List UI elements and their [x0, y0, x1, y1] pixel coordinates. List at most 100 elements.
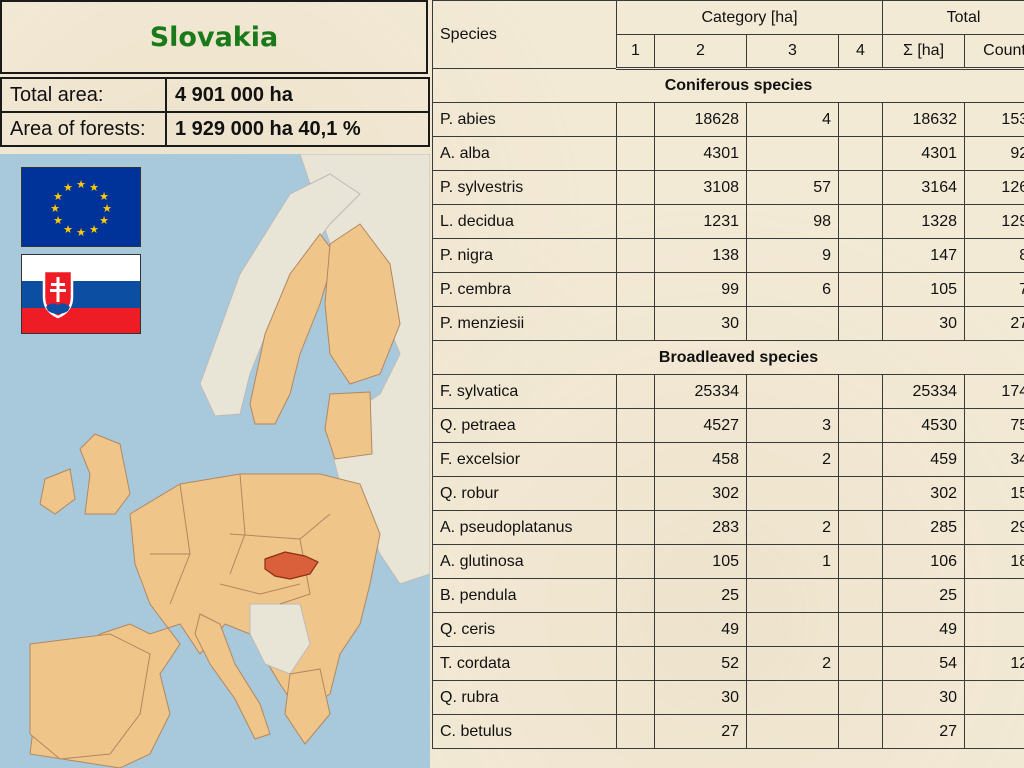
svg-text:★: ★: [53, 214, 63, 227]
value-cell-c4: [838, 102, 883, 137]
svg-text:★: ★: [76, 178, 86, 191]
value-cell-c3: 6: [746, 272, 839, 307]
value-cell-count: 128: [963, 646, 1024, 681]
sweden: [249, 233, 336, 425]
species-header: Species: [432, 0, 617, 69]
baltics: [324, 391, 373, 460]
value-cell-c4: [838, 714, 883, 749]
species-name-cell: P. abies: [432, 102, 617, 137]
value-cell-sum: 54: [882, 646, 965, 681]
value-cell-c1: [616, 578, 655, 613]
value-cell-sum: 49: [882, 612, 965, 647]
border-lines: [150, 473, 331, 605]
table-row: A. alba43014301921: [432, 136, 1024, 171]
value-cell-c1: [616, 374, 655, 409]
value-cell-c2: 138: [654, 238, 747, 273]
value-cell-c1: [616, 612, 655, 647]
slovakia-flag: [21, 254, 141, 334]
forest-area-value: 1 929 000 ha 40,1 %: [165, 111, 430, 147]
value-cell-c1: [616, 136, 655, 171]
svg-text:★: ★: [63, 181, 73, 194]
table-row: Q. rubra30305: [432, 680, 1024, 715]
value-cell-c2: 25: [654, 578, 747, 613]
species-name-cell: Q. robur: [432, 476, 617, 511]
value-cell-c4: [838, 442, 883, 477]
species-name-cell: C. betulus: [432, 714, 617, 749]
value-cell-sum: 105: [882, 272, 965, 307]
value-cell-c4: [838, 680, 883, 715]
count-col-header: Count: [963, 34, 1024, 70]
coat-of-arms-icon: [42, 269, 74, 319]
value-cell-c2: 105: [654, 544, 747, 579]
value-cell-c2: 30: [654, 306, 747, 341]
value-cell-count: 4: [963, 714, 1024, 749]
value-cell-sum: 3164: [882, 170, 965, 205]
species-name-cell: Q. rubra: [432, 680, 617, 715]
value-cell-sum: 30: [882, 680, 965, 715]
value-cell-c3: [746, 680, 839, 715]
species-name-cell: Q. ceris: [432, 612, 617, 647]
value-cell-c3: 4: [746, 102, 839, 137]
value-cell-c1: [616, 544, 655, 579]
species-name-cell: P. cembra: [432, 272, 617, 307]
species-name-cell: F. sylvatica: [432, 374, 617, 409]
value-cell-sum: 147: [882, 238, 965, 273]
value-cell-sum: 302: [882, 476, 965, 511]
value-cell-c2: 99: [654, 272, 747, 307]
species-name-cell: A. alba: [432, 136, 617, 171]
value-cell-c4: [838, 238, 883, 273]
slovakia-highlight: [264, 551, 319, 580]
total-area-label: Total area:: [0, 77, 167, 113]
species-name-cell: L. decidua: [432, 204, 617, 239]
value-cell-c3: [746, 306, 839, 341]
value-cell-c1: [616, 714, 655, 749]
value-cell-count: 753: [963, 408, 1024, 443]
value-cell-sum: 25334: [882, 374, 965, 409]
value-cell-sum: 459: [882, 442, 965, 477]
value-cell-c4: [838, 170, 883, 205]
value-cell-sum: 285: [882, 510, 965, 545]
value-cell-c3: 2: [746, 442, 839, 477]
value-cell-c3: [746, 136, 839, 171]
total-header: Total: [881, 0, 1024, 35]
species-name-cell: P. menziesii: [432, 306, 617, 341]
value-cell-c3: 2: [746, 646, 839, 681]
section-title: Coniferous species: [431, 68, 1024, 103]
value-cell-c2: 1231: [654, 204, 747, 239]
finland: [324, 223, 401, 385]
title-box: Slovakia: [0, 0, 428, 74]
table-row: F. sylvatica25334253341742: [432, 374, 1024, 409]
svg-text:★: ★: [99, 190, 109, 203]
info-row-forest-area: Area of forests: 1 929 000 ha 40,1 %: [0, 111, 430, 147]
value-cell-c2: 52: [654, 646, 747, 681]
value-cell-c1: [616, 646, 655, 681]
value-cell-c4: [838, 510, 883, 545]
value-cell-count: 5: [963, 680, 1024, 715]
eu-flag: ★ ★ ★ ★ ★ ★ ★ ★ ★ ★ ★ ★: [21, 167, 141, 247]
value-cell-sum: 18632: [882, 102, 965, 137]
value-cell-c3: 2: [746, 510, 839, 545]
value-cell-c2: 30: [654, 680, 747, 715]
value-cell-count: 346: [963, 442, 1024, 477]
value-cell-c1: [616, 272, 655, 307]
table-row: P. menziesii3030278: [432, 306, 1024, 341]
value-cell-c1: [616, 238, 655, 273]
species-name-cell: P. sylvestris: [432, 170, 617, 205]
species-name-cell: A. glutinosa: [432, 544, 617, 579]
uk: [79, 433, 131, 515]
section-row: Broadleaved species: [431, 340, 1024, 375]
value-cell-c4: [838, 408, 883, 443]
cat-col-4: 4: [838, 34, 883, 70]
value-cell-count: 154: [963, 476, 1024, 511]
section-row: Coniferous species: [431, 68, 1024, 103]
value-cell-c4: [838, 544, 883, 579]
value-cell-c2: 4301: [654, 136, 747, 171]
header-row-2: 1 2 3 4 Σ [ha] Count: [433, 34, 1024, 70]
value-cell-c2: 4527: [654, 408, 747, 443]
species-name-cell: F. excelsior: [432, 442, 617, 477]
